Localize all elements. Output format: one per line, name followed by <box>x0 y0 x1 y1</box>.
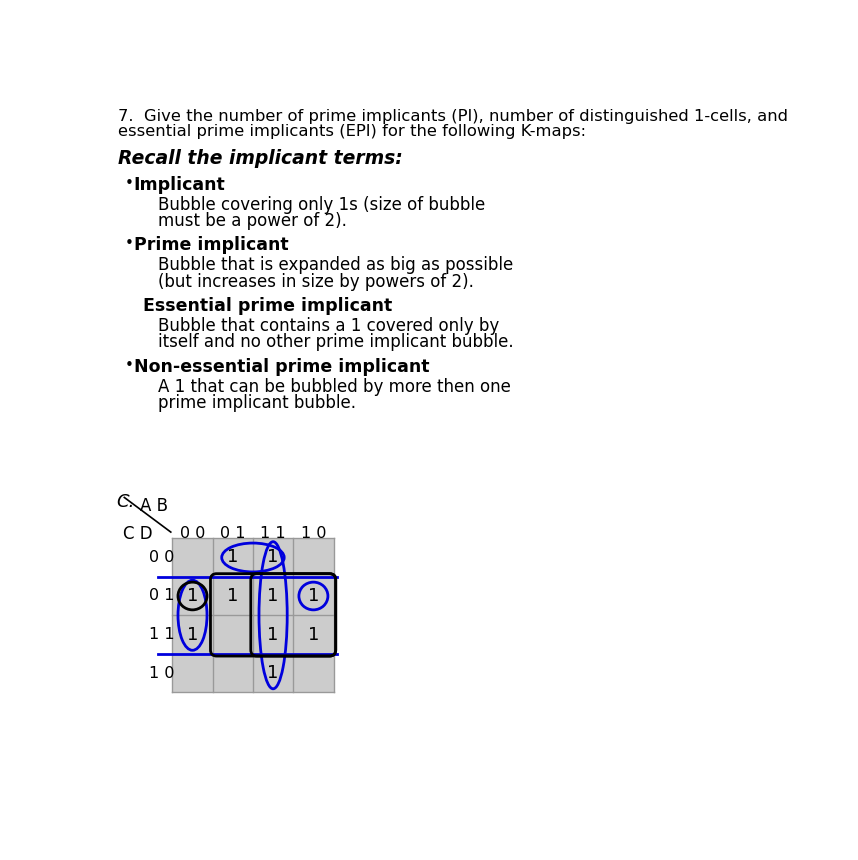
Text: 1: 1 <box>308 625 319 643</box>
Text: 1 1: 1 1 <box>260 526 286 541</box>
Text: •: • <box>124 358 133 373</box>
Text: 0 0: 0 0 <box>180 526 205 541</box>
Text: C D: C D <box>123 525 153 544</box>
Text: Bubble covering only 1s (size of bubble: Bubble covering only 1s (size of bubble <box>159 195 486 213</box>
Text: 1: 1 <box>308 587 319 605</box>
Text: essential prime implicants (EPI) for the following K-maps:: essential prime implicants (EPI) for the… <box>118 124 586 139</box>
Text: must be a power of 2).: must be a power of 2). <box>159 212 347 230</box>
Text: •: • <box>124 237 133 251</box>
Text: Non-essential prime implicant: Non-essential prime implicant <box>134 358 429 376</box>
Text: A 1 that can be bubbled by more then one: A 1 that can be bubbled by more then one <box>159 378 511 396</box>
Text: 1 1: 1 1 <box>148 627 174 642</box>
Text: (but increases in size by powers of 2).: (but increases in size by powers of 2). <box>159 273 474 291</box>
Text: 1: 1 <box>187 625 198 643</box>
Text: itself and no other prime implicant bubble.: itself and no other prime implicant bubb… <box>159 334 514 352</box>
Text: Bubble that is expanded as big as possible: Bubble that is expanded as big as possib… <box>159 256 514 274</box>
Text: 1: 1 <box>227 549 239 567</box>
Text: Bubble that contains a 1 covered only by: Bubble that contains a 1 covered only by <box>159 317 499 335</box>
Text: 0 1: 0 1 <box>148 588 174 604</box>
Text: Prime implicant: Prime implicant <box>134 237 288 255</box>
Text: 1: 1 <box>268 625 279 643</box>
Text: C.: C. <box>117 493 135 511</box>
Text: 1: 1 <box>268 664 279 682</box>
Text: 1: 1 <box>268 549 279 567</box>
Text: prime implicant bubble.: prime implicant bubble. <box>159 394 356 412</box>
Text: 1 0: 1 0 <box>300 526 326 541</box>
Text: Essential prime implicant: Essential prime implicant <box>143 298 392 316</box>
Text: 1: 1 <box>268 587 279 605</box>
Text: Recall the implicant terms:: Recall the implicant terms: <box>118 150 403 169</box>
Text: 1: 1 <box>187 587 198 605</box>
Text: 0 1: 0 1 <box>220 526 245 541</box>
Bar <box>172 538 334 692</box>
Text: 1: 1 <box>227 587 239 605</box>
Text: Implicant: Implicant <box>134 175 226 194</box>
Text: 1 0: 1 0 <box>148 666 174 680</box>
Text: 7.  Give the number of prime implicants (PI), number of distinguished 1-cells, a: 7. Give the number of prime implicants (… <box>118 109 789 125</box>
Text: 0 0: 0 0 <box>148 550 174 565</box>
Text: •: • <box>124 175 133 191</box>
Text: A B: A B <box>140 497 168 515</box>
